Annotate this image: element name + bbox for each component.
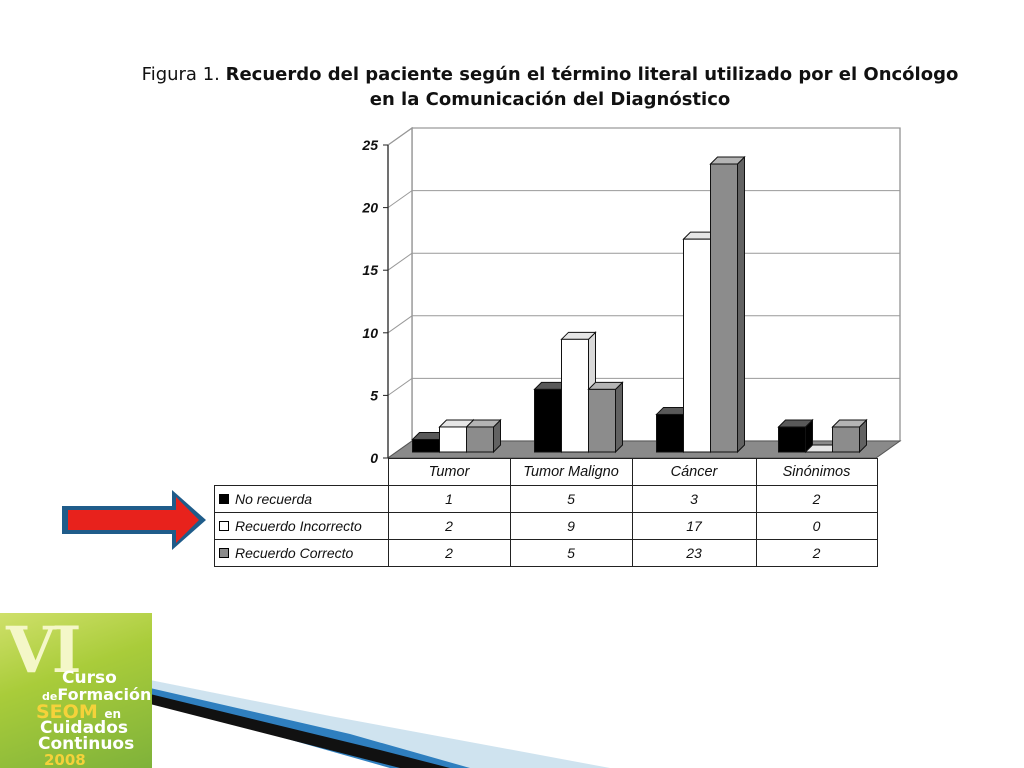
series-label: Recuerdo Correcto [235, 545, 354, 561]
table-cell: 5 [509, 485, 633, 513]
table-corner [214, 458, 389, 486]
table-cell: 23 [631, 539, 757, 567]
chart-side-wall [387, 126, 413, 460]
gridline [387, 377, 413, 396]
logo-roman-numeral: VI [6, 613, 82, 688]
bar [534, 388, 562, 453]
seom-course-logo: VI Curso deFormación SEOM en Cuidados Co… [0, 613, 152, 768]
bar-side [615, 381, 623, 454]
decorative-swoosh [150, 680, 610, 768]
swoosh-dark [150, 694, 450, 768]
series-legend-cell: No recuerda [214, 485, 389, 513]
y-tick-label: 20 [361, 200, 378, 216]
series-legend-cell: Recuerdo Correcto [214, 539, 389, 567]
table-cell: 3 [631, 485, 757, 513]
arrow-fill [68, 497, 199, 543]
table-header-row: Tumor Tumor Maligno Cáncer Sinónimos [214, 458, 878, 486]
table-cell: 2 [387, 512, 511, 540]
table-cell: 1 [387, 485, 511, 513]
table-cell: 17 [631, 512, 757, 540]
y-tick-label: 0 [370, 450, 378, 466]
series-legend-cell: Recuerdo Incorrecto [214, 512, 389, 540]
logo-text-suffix: en [104, 707, 122, 721]
bar [832, 426, 860, 453]
table-cell: 9 [509, 512, 633, 540]
bar [561, 338, 589, 453]
series-label: Recuerdo Incorrecto [235, 518, 362, 534]
table-cell: 0 [755, 512, 878, 540]
logo-text-main: Formación [57, 685, 152, 704]
table-cell: 5 [509, 539, 633, 567]
title-line-2: en la Comunicación del Diagnóstico [369, 89, 731, 110]
series-label: No recuerda [235, 491, 313, 507]
gridline [387, 190, 413, 209]
title-line-1: Figura 1. Recuerdo del paciente según el… [60, 62, 1024, 87]
table-cell: 2 [387, 539, 511, 567]
gridline [387, 127, 413, 146]
table-cell: 2 [755, 485, 878, 513]
y-tick-label: 25 [361, 137, 378, 153]
y-tick-label: 15 [362, 262, 378, 278]
bar-side [737, 155, 745, 454]
bar [412, 438, 440, 453]
y-tick-label: 5 [370, 387, 378, 403]
title-main-1: Recuerdo del paciente según el término l… [225, 64, 959, 85]
right-arrow-icon [62, 490, 206, 550]
category-header: Sinónimos [755, 458, 878, 486]
category-header: Tumor Maligno [509, 458, 633, 486]
bar [588, 388, 616, 453]
table-cell: 2 [755, 539, 878, 567]
bar [778, 426, 806, 453]
logo-text-prefix: de [42, 690, 58, 703]
category-header: Cáncer [631, 458, 757, 486]
table-row: No recuerda 1 5 3 2 [214, 485, 878, 513]
logo-text-main: SEOM [36, 701, 98, 723]
category-header: Tumor [387, 458, 511, 486]
bar [656, 413, 684, 453]
bar [710, 163, 738, 453]
data-table: Tumor Tumor Maligno Cáncer Sinónimos No … [214, 458, 878, 567]
chart-back-wall [411, 127, 901, 442]
legend-swatch [219, 548, 229, 559]
bar [439, 426, 467, 453]
swoosh-blue [150, 688, 470, 768]
logo-text: SEOM en [36, 701, 121, 723]
logo-text: Curso [62, 668, 117, 688]
gridline [387, 252, 413, 271]
bar [466, 426, 494, 453]
table-row: Recuerdo Incorrecto 2 9 17 0 [214, 512, 878, 540]
y-tick-label: 10 [362, 325, 378, 341]
table-row: Recuerdo Correcto 2 5 23 2 [214, 539, 878, 567]
figure-title: Figura 1. Recuerdo del paciente según el… [60, 62, 1024, 112]
logo-text: deFormación [42, 685, 151, 704]
logo-text: Cuidados [40, 718, 129, 738]
gridline [387, 315, 413, 334]
legend-swatch [219, 494, 229, 505]
legend-swatch [219, 521, 229, 532]
bar [683, 238, 711, 453]
title-prefix: Figura 1. [141, 64, 220, 85]
logo-text: Continuos [38, 734, 135, 754]
logo-year: 2008 [44, 751, 86, 768]
